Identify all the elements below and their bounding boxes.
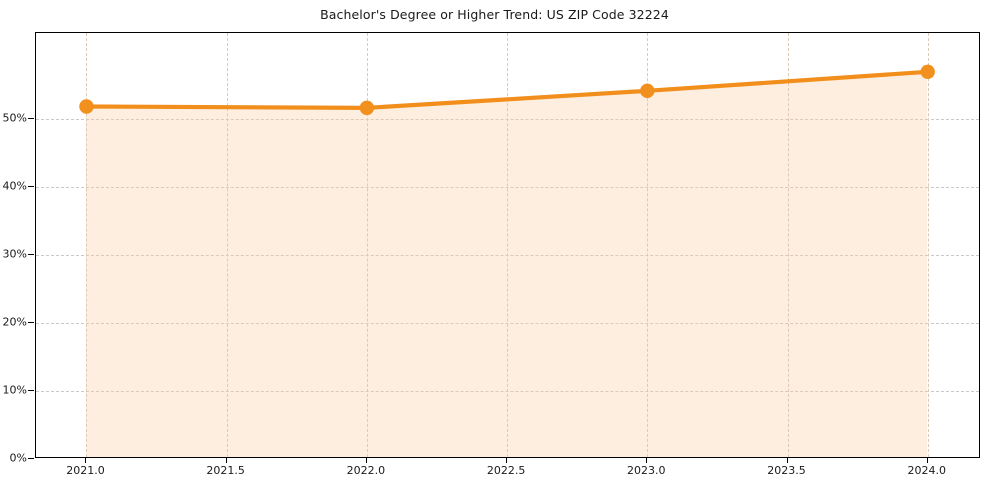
x-axis-tick-label: 2022.5 <box>486 464 526 477</box>
gridline-vertical-over-fill <box>86 33 88 457</box>
gridline-horizontal-over-fill <box>86 118 928 120</box>
y-axis-tick-label: 10% <box>2 383 27 397</box>
gridline-vertical-over-fill <box>647 33 649 457</box>
plot-area <box>35 32 980 458</box>
gridline-horizontal-over-fill <box>86 390 928 392</box>
x-axis-tick-mark <box>926 458 928 463</box>
y-axis-tick-mark <box>28 253 34 255</box>
gridline-horizontal-over-fill <box>86 254 928 256</box>
x-axis-tick-mark <box>365 458 367 463</box>
gridline-vertical-over-fill <box>507 33 509 457</box>
y-axis-tick-mark <box>28 117 34 119</box>
x-axis-tick-labels: 2021.0 2021.5 2022.0 2022.5 2023.0 2023.5 2024… <box>35 458 980 490</box>
area-fill <box>86 33 928 457</box>
x-axis-tick-mark <box>225 458 227 463</box>
gridline-horizontal-over-fill <box>86 186 928 188</box>
y-axis-tick-label: 0% <box>9 451 27 465</box>
y-axis-tick-marks <box>0 32 35 459</box>
x-axis-tick-label: 2021.0 <box>66 464 105 477</box>
gridline-vertical-over-fill <box>787 33 789 457</box>
y-axis-tick-mark <box>28 458 34 459</box>
y-axis-tick-label: 20% <box>2 315 27 329</box>
gridline-vertical-over-fill <box>927 33 929 457</box>
y-axis-tick-mark <box>28 321 34 323</box>
x-axis-tick-mark <box>85 458 87 463</box>
x-axis-tick-mark <box>786 458 788 463</box>
x-axis-tick-label: 2022.0 <box>346 464 386 477</box>
y-axis-tick-labels: 0% 10% 20% 30% 40% 50% <box>0 32 27 464</box>
x-axis-tick-mark <box>506 458 508 463</box>
gridline-vertical-over-fill <box>226 33 228 457</box>
y-axis-tick-label: 50% <box>2 111 27 125</box>
chart-title: Bachelor's Degree or Higher Trend: US ZI… <box>320 7 669 22</box>
y-axis-tick-label: 30% <box>2 247 27 261</box>
gridline-vertical-over-fill <box>366 33 368 457</box>
x-axis-tick-label: 2024.0 <box>907 464 946 477</box>
y-axis-tick-mark <box>28 185 34 187</box>
y-axis-tick-mark <box>28 389 34 391</box>
x-axis-tick-label: 2023.5 <box>767 464 806 477</box>
gridline-horizontal-over-fill <box>86 322 928 324</box>
x-axis-tick-label: 2021.5 <box>206 464 245 477</box>
x-axis-tick-mark <box>646 458 648 463</box>
y-axis-tick-label: 40% <box>2 179 27 193</box>
x-axis-tick-label: 2023.0 <box>627 464 666 477</box>
